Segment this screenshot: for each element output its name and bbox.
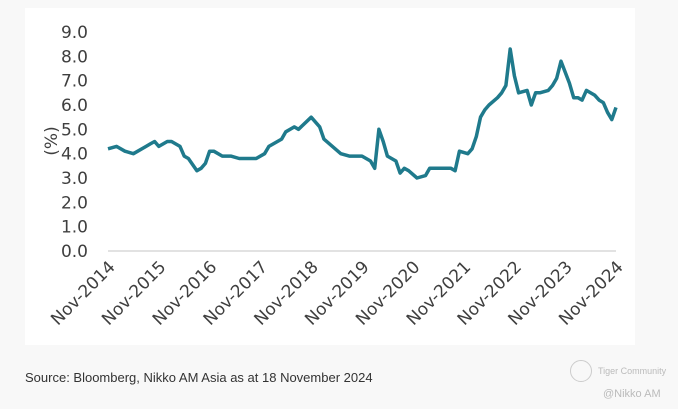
chart-card <box>25 8 635 345</box>
source-note: Source: Bloomberg, Nikko AM Asia as at 1… <box>25 370 373 385</box>
y-tick-label: 2.0 <box>61 193 88 213</box>
watermark-author: @Nikko AM <box>603 388 661 400</box>
y-tick-label: 3.0 <box>61 169 88 189</box>
watermark-community: Tiger Community <box>598 366 667 376</box>
y-tick-label: 1.0 <box>61 218 88 238</box>
y-tick-label: 0.0 <box>61 242 88 262</box>
y-tick-label: 7.0 <box>61 72 88 92</box>
y-tick-label: 4.0 <box>61 145 88 165</box>
y-tick-label: 5.0 <box>61 120 88 140</box>
series-line <box>107 47 618 180</box>
y-axis-label: (%) <box>42 126 62 155</box>
y-tick-label: 9.0 <box>61 23 88 43</box>
tiger-community-logo-icon <box>570 360 592 382</box>
y-tick-label: 6.0 <box>61 96 88 116</box>
y-tick-label: 8.0 <box>61 47 88 67</box>
